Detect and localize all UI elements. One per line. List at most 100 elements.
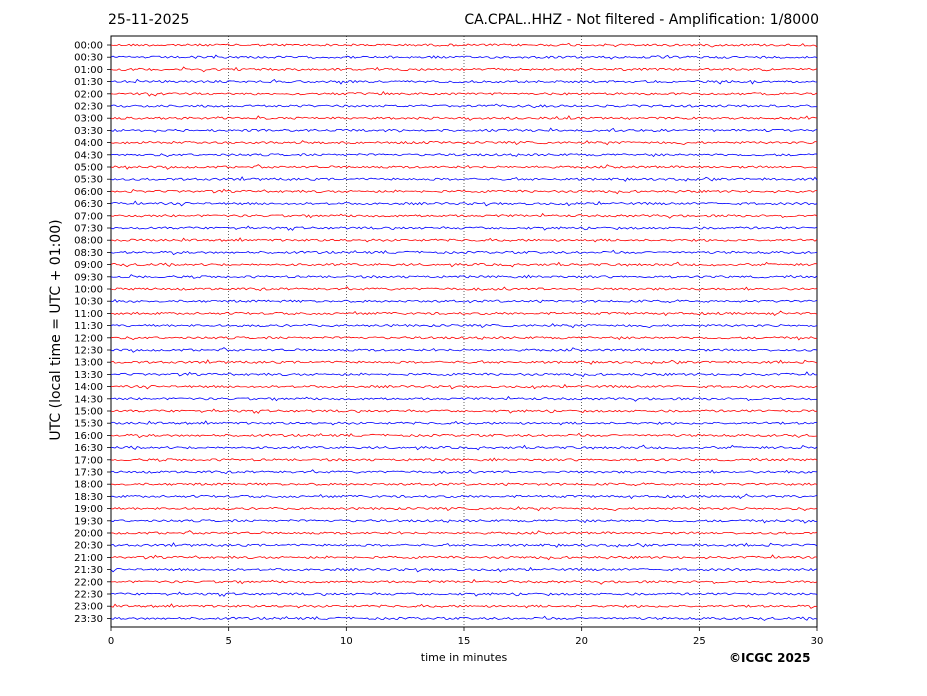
trace-0400 (110, 140, 818, 146)
trace-2100 (110, 554, 818, 561)
trace-2000 (110, 530, 818, 535)
row-label: 06:30 (74, 199, 103, 210)
trace-1600 (110, 432, 818, 439)
row-label: 04:00 (74, 138, 103, 149)
row-label: 10:00 (74, 285, 103, 296)
trace-1430 (110, 395, 818, 402)
row-label: 16:30 (74, 443, 103, 454)
x-axis-label: time in minutes (420, 651, 508, 664)
row-label: 12:30 (74, 346, 103, 357)
trace-0800 (110, 237, 818, 243)
row-label: 04:30 (74, 150, 103, 161)
row-label: 15:00 (74, 407, 103, 418)
trace-1000 (110, 286, 818, 292)
row-label: 13:30 (74, 370, 103, 381)
row-label: 11:30 (74, 321, 103, 332)
trace-0900 (110, 261, 818, 268)
trace-1130 (110, 323, 818, 329)
row-label: 23:30 (74, 614, 103, 625)
trace-0130 (110, 78, 818, 85)
trace-0730 (110, 225, 818, 231)
row-label: 15:30 (74, 419, 103, 430)
row-label: 05:00 (74, 163, 103, 174)
row-label: 07:30 (74, 224, 103, 235)
row-label: 13:00 (74, 358, 103, 369)
plot-frame (110, 35, 818, 628)
row-label: 12:00 (74, 333, 103, 344)
trace-1400 (110, 383, 818, 390)
trace-2130 (110, 566, 818, 573)
row-label: 05:30 (74, 175, 103, 186)
trace-1230 (110, 347, 818, 353)
x-tick-label: 30 (811, 636, 824, 647)
trace-0200 (110, 90, 818, 97)
trace-1030 (110, 299, 818, 304)
trace-0630 (110, 200, 818, 207)
row-label: 11:00 (74, 309, 103, 320)
trace-0930 (110, 274, 818, 279)
row-label: 10:30 (74, 297, 103, 308)
trace-0000 (110, 42, 818, 48)
trace-1730 (110, 469, 818, 475)
trace-0500 (110, 164, 818, 170)
row-label: 00:30 (74, 53, 103, 64)
trace-1930 (110, 519, 818, 524)
row-label: 14:00 (74, 382, 103, 393)
trace-1830 (110, 493, 818, 500)
trace-0430 (110, 153, 818, 158)
row-label: 21:30 (74, 565, 103, 576)
trace-0530 (110, 176, 818, 182)
row-label: 22:30 (74, 590, 103, 601)
row-label: 19:00 (74, 504, 103, 515)
trace-1700 (110, 457, 818, 462)
copyright-label: ©ICGC 2025 (729, 651, 811, 665)
trace-0700 (110, 212, 818, 219)
row-label: 18:00 (74, 480, 103, 491)
trace-0030 (110, 54, 818, 60)
x-tick-label: 20 (575, 636, 588, 647)
trace-1330 (110, 371, 818, 378)
trace-0230 (110, 103, 818, 109)
station-title: CA.CPAL..HHZ - Not filtered - Amplificat… (464, 12, 819, 28)
trace-1530 (110, 420, 818, 426)
row-label: 02:30 (74, 102, 103, 113)
row-label: 08:00 (74, 236, 103, 247)
row-label: 07:00 (74, 211, 103, 222)
row-label: 02:00 (74, 89, 103, 100)
x-tick-label: 15 (458, 636, 471, 647)
trace-2300 (110, 603, 818, 609)
trace-2200 (110, 578, 818, 585)
row-label: 09:30 (74, 272, 103, 283)
trace-1300 (110, 359, 818, 365)
trace-2030 (110, 542, 818, 548)
row-label: 01:30 (74, 77, 103, 88)
x-tick-label: 10 (340, 636, 353, 647)
row-label: 17:00 (74, 455, 103, 466)
trace-1800 (110, 482, 818, 487)
trace-1900 (110, 506, 818, 512)
trace-1630 (110, 444, 818, 451)
row-label: 14:30 (74, 394, 103, 405)
row-label: 18:30 (74, 492, 103, 503)
date-label: 25-11-2025 (108, 12, 190, 28)
row-label: 23:00 (74, 602, 103, 613)
row-label: 08:30 (74, 248, 103, 259)
trace-1500 (110, 408, 818, 414)
row-label: 21:00 (74, 553, 103, 564)
row-label: 17:30 (74, 468, 103, 479)
trace-0100 (110, 66, 818, 73)
x-tick-label: 25 (693, 636, 706, 647)
row-label: 22:00 (74, 577, 103, 588)
row-label: 06:00 (74, 187, 103, 198)
trace-0300 (110, 115, 818, 121)
row-label: 03:30 (74, 126, 103, 137)
row-label: 03:00 (74, 114, 103, 125)
trace-0830 (110, 249, 818, 256)
trace-0330 (110, 127, 818, 133)
trace-2330 (110, 615, 818, 621)
x-tick-label: 5 (225, 636, 231, 647)
trace-0600 (110, 188, 818, 195)
row-label: 16:00 (74, 431, 103, 442)
